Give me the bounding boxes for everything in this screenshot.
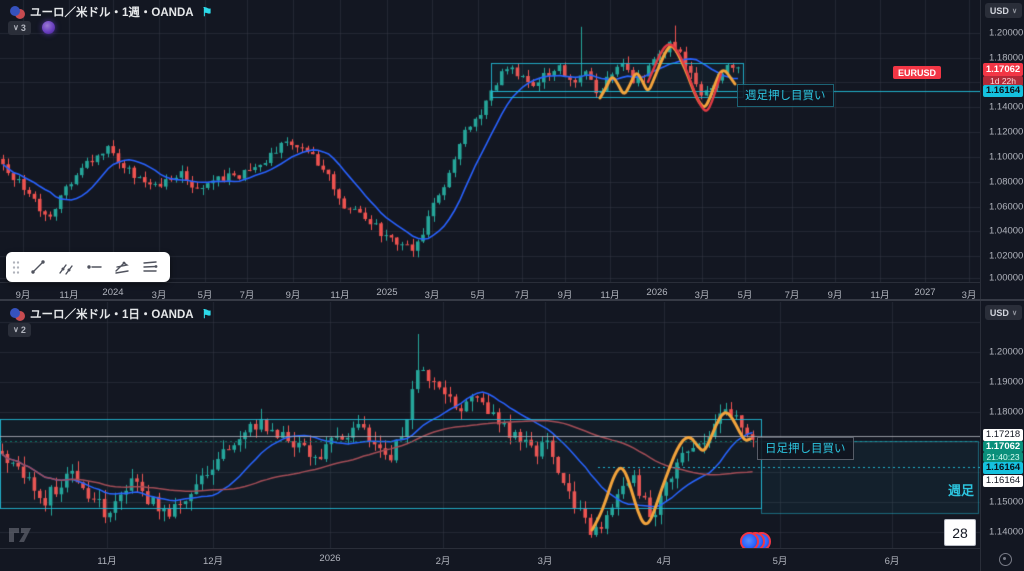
time-tick: 3月 — [694, 290, 710, 301]
path-tool-icon[interactable] — [110, 255, 134, 279]
time-tick: 9月 — [557, 290, 573, 301]
weekly-legend-toggle[interactable]: ∨ 3 — [8, 21, 31, 35]
price-tick: 1.18000 — [989, 52, 1024, 64]
time-tick: 9月 — [827, 290, 843, 301]
parallel-channel-tool-icon[interactable] — [54, 255, 78, 279]
weekly-chart-canvas[interactable] — [0, 0, 980, 282]
weekly-level-badge: 1.16164 — [983, 85, 1023, 97]
time-tick: 2月 — [435, 556, 451, 567]
price-tick: 1.20000 — [989, 27, 1024, 39]
daily-level-badge: 1.16164 — [983, 462, 1023, 474]
price-tick: 1.20000 — [989, 346, 1024, 358]
time-tick: 9月 — [15, 290, 31, 301]
price-tick: 1.04000 — [989, 225, 1024, 237]
time-tick: 9月 — [285, 290, 301, 301]
daily-pane-title: ユーロ／米ドル・1日・OANDA — [30, 309, 194, 321]
chevron-down-icon: ∨ — [1011, 309, 1018, 317]
time-tick: 3月 — [961, 290, 977, 301]
weekly-annotation[interactable]: 週足押し目買い — [737, 84, 834, 107]
eurusd-pair-icon — [10, 5, 25, 20]
chevron-down-icon: ∨ — [13, 23, 19, 32]
eurusd-pair-icon — [10, 307, 25, 322]
daily-chart-canvas[interactable] — [0, 302, 980, 548]
time-tick: 2025 — [376, 287, 398, 298]
parallel-lines-tool-icon[interactable] — [138, 255, 162, 279]
chevron-down-icon: ∨ — [13, 325, 19, 334]
time-tick: 11月 — [330, 290, 350, 301]
drawing-toolbar — [6, 252, 170, 282]
weekly-zone-label: 週足 — [948, 483, 975, 498]
horizontal-line-tool-icon[interactable] — [82, 255, 106, 279]
weekly-countdown-badge: 1d 22h — [983, 76, 1023, 86]
daily-countdown-badge: 21:40:23 — [983, 452, 1023, 462]
time-tick: 7月 — [514, 290, 530, 301]
purple-orb-icon[interactable] — [42, 21, 55, 34]
time-tick: 2024 — [102, 287, 124, 298]
weekly-time-axis[interactable]: 9月 11月 2024 3月 5月 7月 9月 11月 2025 3月 5月 7月 9月 11月 2026 3… — [0, 282, 980, 301]
time-tick: 11月 — [59, 290, 79, 301]
time-tick: 2026 — [646, 287, 668, 298]
daily-pane-header[interactable]: ユーロ／米ドル・1日・OANDA ⚑ — [10, 306, 212, 322]
time-tick: 5月 — [470, 290, 486, 301]
price-scale-column[interactable]: USD ∨ 1.20000 1.18000 1.14000 1.12000 1.1000… — [980, 0, 1024, 571]
tradingview-logo — [9, 528, 31, 542]
time-tick: 3月 — [537, 556, 553, 567]
time-tick: 3月 — [151, 290, 167, 301]
daily-price-badge: 1.17062 — [983, 441, 1023, 452]
time-tick: 3月 — [424, 290, 440, 301]
price-tick: 1.02000 — [989, 250, 1024, 262]
price-tick: 1.08000 — [989, 176, 1024, 188]
daily-currency-button[interactable]: USD ∨ — [985, 305, 1022, 320]
time-tick: 11月 — [870, 290, 890, 301]
time-tick: 5月 — [737, 290, 753, 301]
weekly-price-badge: 1.17062 — [983, 63, 1023, 76]
daily-upper-level-badge: 1.17218 — [983, 429, 1023, 441]
toolbar-drag-handle-icon[interactable] — [12, 260, 20, 274]
currency-label: USD — [989, 5, 1009, 16]
price-tick: 1.06000 — [989, 201, 1024, 213]
weekly-currency-button[interactable]: USD ∨ — [985, 3, 1022, 18]
trend-line-tool-icon[interactable] — [26, 255, 50, 279]
daily-annotation[interactable]: 日足押し目買い — [757, 437, 854, 460]
daily-legend-toggle[interactable]: ∨ 2 — [8, 323, 31, 337]
time-tick: 7月 — [784, 290, 800, 301]
chevron-down-icon: ∨ — [1011, 7, 1018, 15]
price-tick: 1.14000 — [989, 101, 1024, 113]
axis-settings-gear-icon[interactable] — [999, 553, 1012, 566]
weekly-symbol-badge: EURUSD — [893, 66, 942, 79]
price-tick: 1.12000 — [989, 126, 1024, 138]
time-tick: 4月 — [656, 556, 672, 567]
date-badge[interactable]: 28 — [944, 519, 976, 546]
time-tick: 12月 — [202, 556, 224, 567]
weekly-pane-header[interactable]: ユーロ／米ドル・1週・OANDA ⚑ — [10, 4, 212, 20]
time-tick: 11月 — [97, 556, 117, 567]
price-tick: 1.14000 — [989, 526, 1024, 538]
panel-divider[interactable] — [0, 299, 1024, 301]
flag-icon[interactable]: ⚑ — [201, 307, 213, 321]
time-tick: 2027 — [914, 287, 936, 298]
price-tick: 1.19000 — [989, 376, 1024, 388]
price-tick: 1.15000 — [989, 496, 1024, 508]
flag-icon[interactable]: ⚑ — [201, 5, 213, 19]
time-tick: 11月 — [600, 290, 620, 301]
currency-label: USD — [989, 307, 1009, 318]
daily-level2-badge: 1.16164 — [983, 475, 1023, 487]
daily-legend-count: 2 — [20, 325, 26, 335]
weekly-legend-count: 3 — [20, 23, 26, 33]
price-tick: 1.00000 — [989, 272, 1024, 284]
weekly-pane-title: ユーロ／米ドル・1週・OANDA — [30, 7, 194, 19]
price-tick: 1.18000 — [989, 406, 1024, 418]
daily-time-axis[interactable]: 11月 12月 2026 2月 3月 4月 5月 6月 — [0, 548, 980, 571]
time-tick: 6月 — [884, 556, 900, 567]
price-tick: 1.10000 — [989, 151, 1024, 163]
time-tick: 7月 — [239, 290, 255, 301]
time-tick: 5月 — [197, 290, 213, 301]
time-tick: 2026 — [319, 553, 341, 564]
time-tick: 5月 — [772, 556, 788, 567]
